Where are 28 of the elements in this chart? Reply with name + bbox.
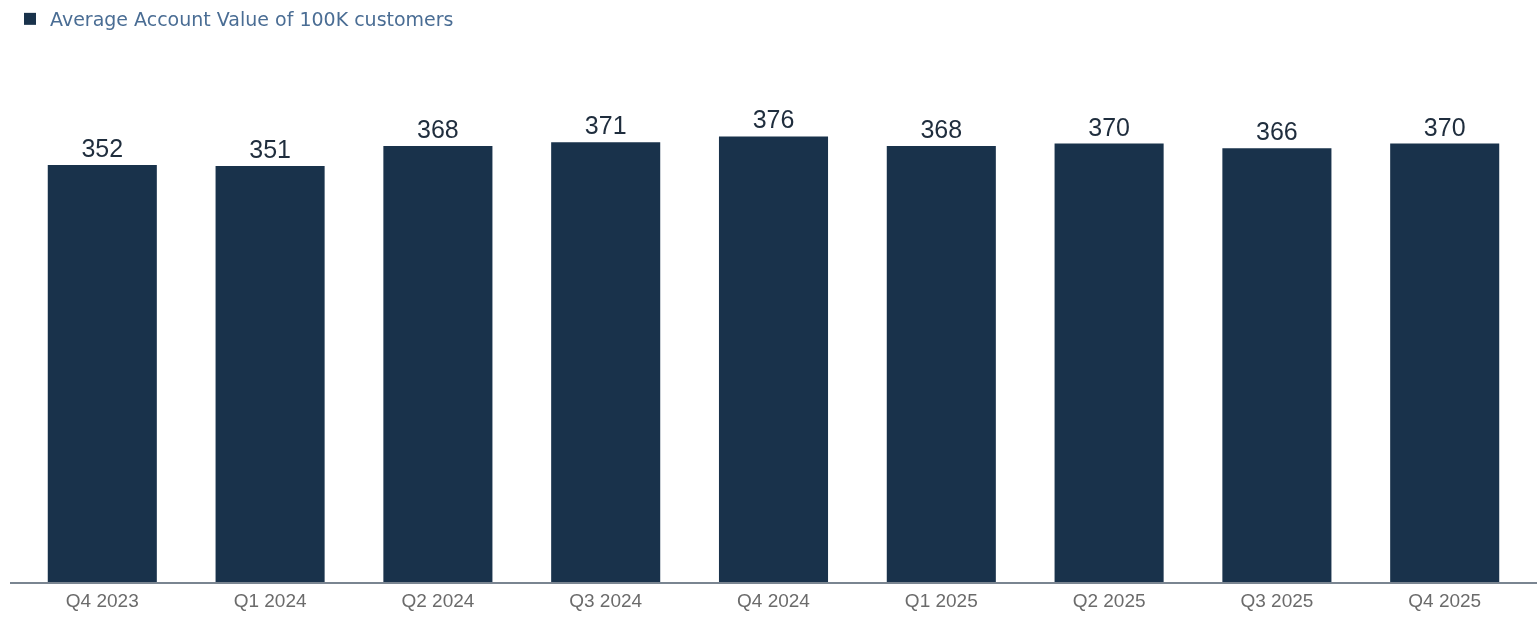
bar	[215, 166, 325, 582]
bar	[383, 145, 493, 582]
bar	[47, 164, 157, 582]
data-label: 368	[417, 114, 459, 143]
data-label: 370	[1423, 112, 1466, 141]
legend-label: Average Account Value of 100K customers	[50, 8, 454, 31]
bar	[886, 145, 996, 582]
x-tick-label: Q1 2025	[904, 589, 978, 611]
data-label: 371	[584, 111, 627, 140]
data-label: 366	[1256, 117, 1298, 146]
bar	[1390, 143, 1500, 582]
bar	[1222, 148, 1332, 582]
data-label: 351	[249, 135, 291, 164]
data-label: 370	[1088, 112, 1130, 141]
bar	[551, 142, 661, 582]
x-tick-label: Q4 2023	[65, 589, 139, 611]
data-label: 368	[920, 114, 963, 143]
x-tick-label: Q2 2024	[401, 589, 475, 611]
bar	[718, 136, 829, 582]
x-tick-label: Q2 2025	[1072, 589, 1146, 611]
data-label: 352	[81, 133, 124, 162]
x-tick-label: Q1 2024	[233, 589, 307, 611]
data-label: 376	[752, 105, 795, 134]
x-tick-label: Q4 2025	[1408, 589, 1482, 611]
x-tick-label: Q3 2024	[569, 589, 643, 611]
x-tick-label: Q4 2024	[737, 589, 811, 611]
x-tick-label: Q3 2025	[1240, 589, 1314, 611]
bar	[1054, 143, 1164, 582]
